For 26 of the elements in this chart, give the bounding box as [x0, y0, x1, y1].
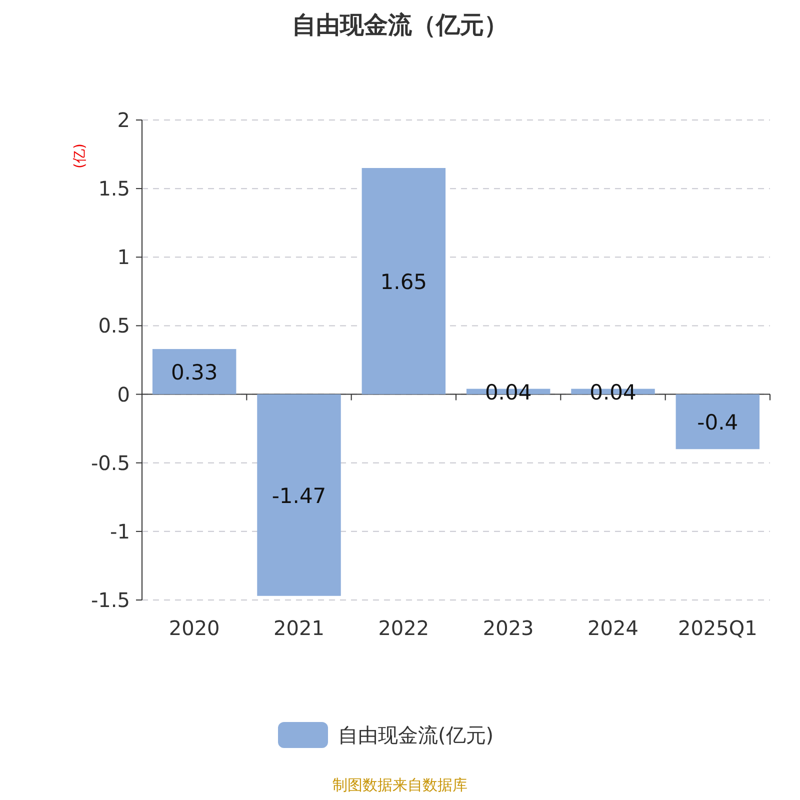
legend-label: 自由现金流(亿元) [338, 723, 494, 747]
y-tick-label: -1 [110, 519, 130, 544]
y-tick-label: -1.5 [90, 588, 130, 612]
y-tick-label: 1.5 [98, 176, 130, 201]
bar [257, 394, 341, 596]
text: 制图数据来自数据库 [332, 776, 468, 794]
x-tick-label: 2021 [274, 616, 324, 640]
x-tick-label: 2024 [588, 616, 638, 640]
bar [152, 349, 236, 394]
data-label: -0.4 [697, 410, 738, 435]
y-tick-label: 0 [117, 382, 130, 406]
y-tick-label: -0.5 [90, 450, 130, 475]
x-tick-label: 2023 [482, 616, 534, 640]
bar [362, 168, 446, 394]
y-tick-label: 1 [117, 245, 130, 270]
data-label: 0.33 [170, 360, 218, 385]
data-label: 1.65 [380, 270, 428, 294]
x-tick-label: 2022 [378, 616, 430, 640]
y-tick-label: 2 [117, 108, 130, 132]
bar [676, 394, 760, 450]
y-tick-label: 0.5 [98, 314, 130, 338]
x-tick-label: 2020 [168, 616, 220, 640]
y-axis-title: (亿) [72, 144, 88, 168]
data-label: -1.47 [272, 484, 326, 508]
x-tick-label: 2025Q1 [678, 616, 758, 640]
chart-title: 自由现金流（亿元） [292, 11, 508, 39]
